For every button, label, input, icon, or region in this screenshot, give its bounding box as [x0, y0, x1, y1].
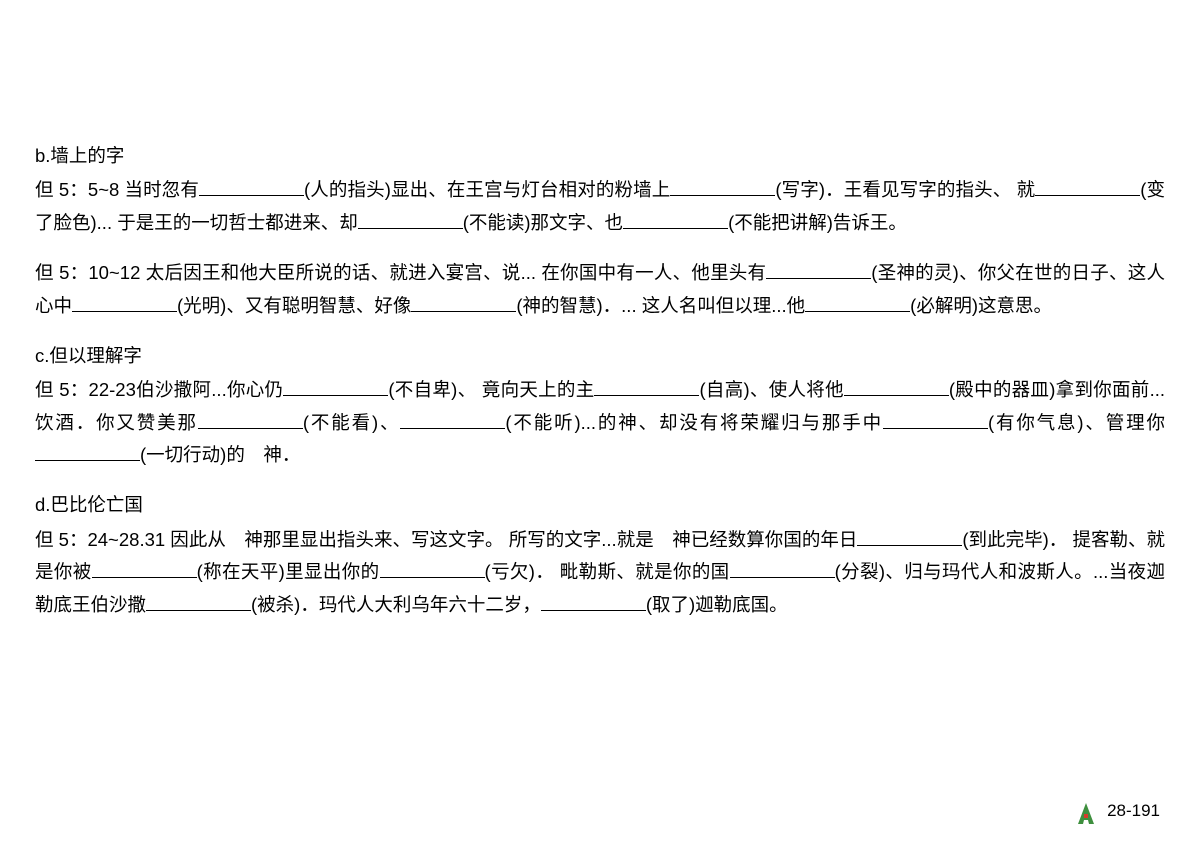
text: 但 5：22-23伯沙撒阿...你心仍	[35, 379, 283, 400]
text: 但 5：10~12 太后因王和他大臣所说的话、就进入宴宫、说... 在你国中有一…	[35, 262, 766, 283]
text: (取了)迦勒底国。	[646, 594, 788, 615]
blank	[400, 408, 505, 428]
text: (被杀)．玛代人大利乌年六十二岁，	[251, 594, 541, 615]
text: (自高)、使人将他	[699, 379, 843, 400]
text: (写字)．王看见写字的指头、 就	[775, 179, 1035, 200]
text: 但 5：24~28.31 因此从 神那里显出指头来、写这文字。 所写的文字...…	[35, 529, 857, 550]
section-c: c.但以理解字 但 5：22-23伯沙撒阿...你心仍 (不自卑)、 竟向天上的主…	[35, 340, 1165, 472]
text: (不能读)那文字、也	[463, 212, 623, 233]
paragraph-d1: 但 5：24~28.31 因此从 神那里显出指头来、写这文字。 所写的文字...…	[35, 524, 1165, 621]
text: (不自卑)、 竟向天上的主	[388, 379, 594, 400]
blank	[72, 291, 177, 311]
text: (不能看)、	[303, 412, 400, 433]
blank	[380, 558, 485, 578]
blank	[198, 408, 303, 428]
blank	[883, 408, 988, 428]
heading-b: b.墙上的字	[35, 140, 1165, 172]
blank	[541, 590, 646, 610]
blank	[594, 376, 699, 396]
text: (称在天平)里显出你的	[197, 561, 380, 582]
paragraph-b2: 但 5：10~12 太后因王和他大臣所说的话、就进入宴宫、说... 在你国中有一…	[35, 257, 1165, 322]
blank	[1035, 176, 1140, 196]
section-b: b.墙上的字 但 5：5~8 当时忽有 (人的指头)显出、在王宫与灯台相对的粉墙上…	[35, 140, 1165, 322]
text: (必解明)这意思。	[910, 295, 1052, 316]
blank	[844, 376, 949, 396]
blank	[146, 590, 251, 610]
paragraph-b1: 但 5：5~8 当时忽有 (人的指头)显出、在王宫与灯台相对的粉墙上 (写字)．王看…	[35, 174, 1165, 239]
heading-c: c.但以理解字	[35, 340, 1165, 372]
blank	[805, 291, 910, 311]
blank	[766, 259, 871, 279]
blank	[199, 176, 304, 196]
text: 但 5：5~8 当时忽有	[35, 179, 199, 200]
paragraph-c1: 但 5：22-23伯沙撒阿...你心仍 (不自卑)、 竟向天上的主 (自高)、使人将…	[35, 374, 1165, 471]
footer: 28-191	[1073, 796, 1160, 826]
blank	[623, 208, 728, 228]
blank	[857, 525, 962, 545]
text: (一切行动)的 神．	[140, 444, 300, 465]
text: (光明)、又有聪明智慧、好像	[177, 295, 411, 316]
logo-icon	[1073, 800, 1099, 826]
blank	[358, 208, 463, 228]
blank	[411, 291, 516, 311]
text: (有你气息)、管理你	[988, 412, 1165, 433]
page-number: 28-191	[1107, 796, 1160, 826]
blank	[670, 176, 775, 196]
text: (神的智慧)．... 这人名叫但以理...他	[516, 295, 805, 316]
text: (不能听)...的神、却没有将荣耀归与那手中	[505, 412, 883, 433]
text: (亏欠)． 毗勒斯、就是你的国	[485, 561, 730, 582]
blank	[283, 376, 388, 396]
section-d: d.巴比伦亡国 但 5：24~28.31 因此从 神那里显出指头来、写这文字。 …	[35, 489, 1165, 621]
heading-d: d.巴比伦亡国	[35, 489, 1165, 521]
blank	[92, 558, 197, 578]
blank	[730, 558, 835, 578]
blank	[35, 441, 140, 461]
text: (人的指头)显出、在王宫与灯台相对的粉墙上	[304, 179, 670, 200]
text: (不能把讲解)告诉王。	[728, 212, 907, 233]
